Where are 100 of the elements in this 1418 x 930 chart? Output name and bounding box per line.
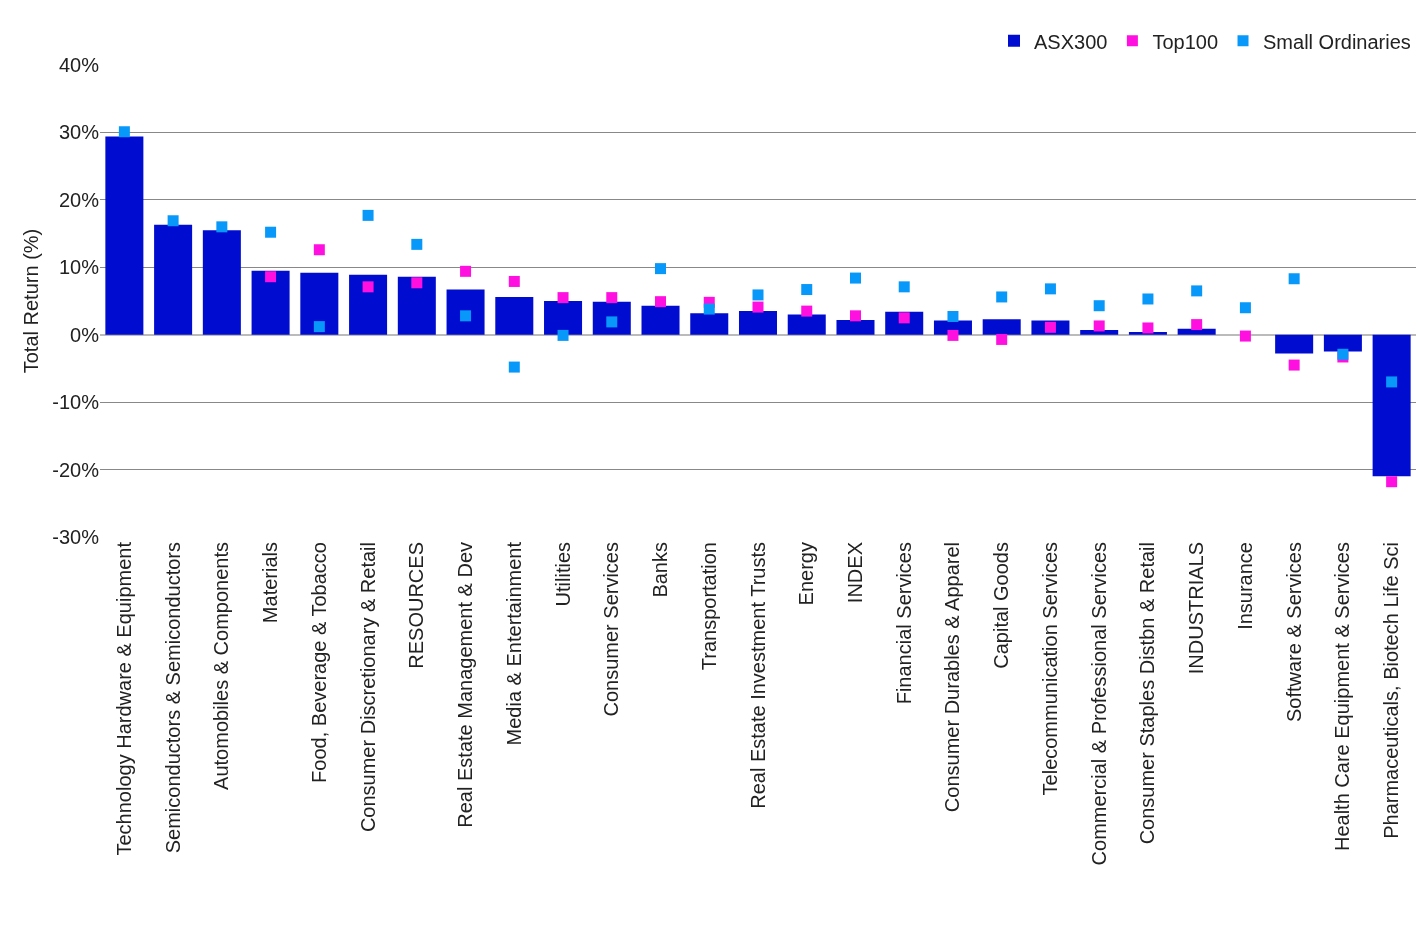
- bar: [787, 314, 826, 335]
- point: [655, 263, 667, 275]
- x-tick-label: Consumer Staples Distbn & Retail: [1136, 542, 1159, 845]
- bar: [592, 301, 631, 335]
- bar: [836, 319, 875, 335]
- point: [996, 291, 1008, 303]
- bar: [544, 301, 583, 335]
- x-tick-label: Food, Beverage & Tobacco: [307, 542, 330, 783]
- point: [460, 265, 472, 277]
- x-tick-label: Technology Hardware & Equipment: [112, 541, 135, 856]
- x-tick-label: Commercial & Professional Services: [1087, 542, 1110, 866]
- y-tick-label: -20%: [52, 458, 100, 481]
- legend-label: ASX300: [1034, 30, 1108, 53]
- point: [265, 271, 277, 283]
- point: [557, 292, 569, 304]
- x-tick-label: Media & Entertainment: [502, 541, 525, 746]
- point: [118, 126, 130, 138]
- x-tick-label: Materials: [259, 542, 282, 624]
- point: [1288, 273, 1300, 285]
- point: [362, 281, 374, 293]
- bar: [1177, 328, 1216, 335]
- bar: [690, 313, 729, 335]
- point: [508, 361, 520, 373]
- legend-label: Small Ordinaries: [1263, 30, 1411, 53]
- bar: [300, 272, 339, 335]
- legend-label: Top100: [1152, 30, 1219, 53]
- y-axis-title: Total Return (%): [19, 228, 42, 374]
- x-tick-label: Insurance: [1233, 542, 1256, 630]
- x-tick-label: Consumer Services: [600, 542, 623, 717]
- point: [167, 215, 179, 227]
- x-tick-label: Financial Services: [892, 542, 915, 705]
- bar: [641, 305, 680, 335]
- y-tick-label: -30%: [52, 526, 100, 548]
- point: [313, 244, 325, 256]
- x-tick-label: Real Estate Management & Dev: [454, 542, 477, 828]
- point: [216, 221, 228, 233]
- bar: [1372, 334, 1411, 477]
- bar: [982, 319, 1021, 335]
- point: [996, 333, 1008, 345]
- bar: [1080, 329, 1119, 335]
- bar: [738, 311, 778, 335]
- point: [606, 292, 618, 304]
- x-tick-label: Health Care Equipment & Services: [1331, 542, 1354, 852]
- x-tick-label: Software & Services: [1282, 542, 1305, 723]
- point: [947, 311, 959, 323]
- x-tick-label: Capital Goods: [990, 542, 1013, 669]
- point: [1093, 300, 1105, 312]
- x-tick-label: Real Estate Investment Trusts: [746, 542, 769, 809]
- x-tick-label: Semiconductors & Semiconductors: [161, 542, 184, 854]
- bar: [446, 289, 485, 335]
- x-tick-label: Banks: [649, 542, 672, 598]
- x-tick-label: Consumer Discretionary & Retail: [356, 542, 379, 833]
- x-tick-label: Pharmaceuticals, Biotech Life Sci: [1380, 542, 1403, 839]
- x-tick-label: Energy: [795, 542, 818, 606]
- point: [752, 301, 764, 313]
- x-tick-label: Automobiles & Components: [210, 542, 233, 790]
- y-tick-label: 20%: [58, 188, 100, 211]
- x-tick-label: Telecommunication Services: [1038, 542, 1061, 796]
- bar: [154, 224, 193, 335]
- point: [508, 275, 520, 287]
- bar: [495, 296, 534, 335]
- point: [1044, 283, 1056, 295]
- point: [411, 277, 423, 289]
- bar: [1275, 334, 1314, 354]
- bar: [349, 274, 388, 335]
- x-tick-label: Transportation: [697, 542, 720, 671]
- bar: [105, 136, 144, 335]
- point: [898, 281, 910, 293]
- x-tick-label: Utilities: [551, 542, 574, 607]
- x-tick-label: Consumer Durables & Apparel: [941, 542, 964, 813]
- point: [1191, 285, 1203, 297]
- point: [1288, 359, 1300, 371]
- y-tick-label: 40%: [58, 54, 100, 76]
- point: [849, 272, 861, 284]
- point: [362, 209, 374, 221]
- bar: [397, 276, 436, 335]
- y-tick-label: 30%: [58, 121, 100, 144]
- bar: [1323, 334, 1362, 352]
- x-tick-label: RESOURCES: [405, 542, 428, 669]
- y-tick-label: 0%: [70, 323, 100, 346]
- point: [1239, 302, 1251, 314]
- point: [1191, 319, 1203, 331]
- x-tick-label: INDEX: [843, 542, 866, 604]
- bar: [202, 230, 241, 335]
- y-tick-label: -10%: [52, 391, 100, 414]
- point: [411, 238, 423, 250]
- point: [1386, 476, 1398, 488]
- point: [313, 321, 325, 333]
- point: [655, 296, 667, 308]
- point: [1142, 322, 1154, 334]
- point: [801, 284, 813, 296]
- bar: [251, 270, 290, 335]
- point: [265, 226, 277, 238]
- point: [752, 289, 764, 301]
- point: [703, 303, 715, 315]
- point: [1093, 320, 1105, 332]
- point: [1239, 330, 1251, 342]
- point: [557, 329, 569, 341]
- point: [849, 310, 861, 322]
- point: [1142, 293, 1154, 305]
